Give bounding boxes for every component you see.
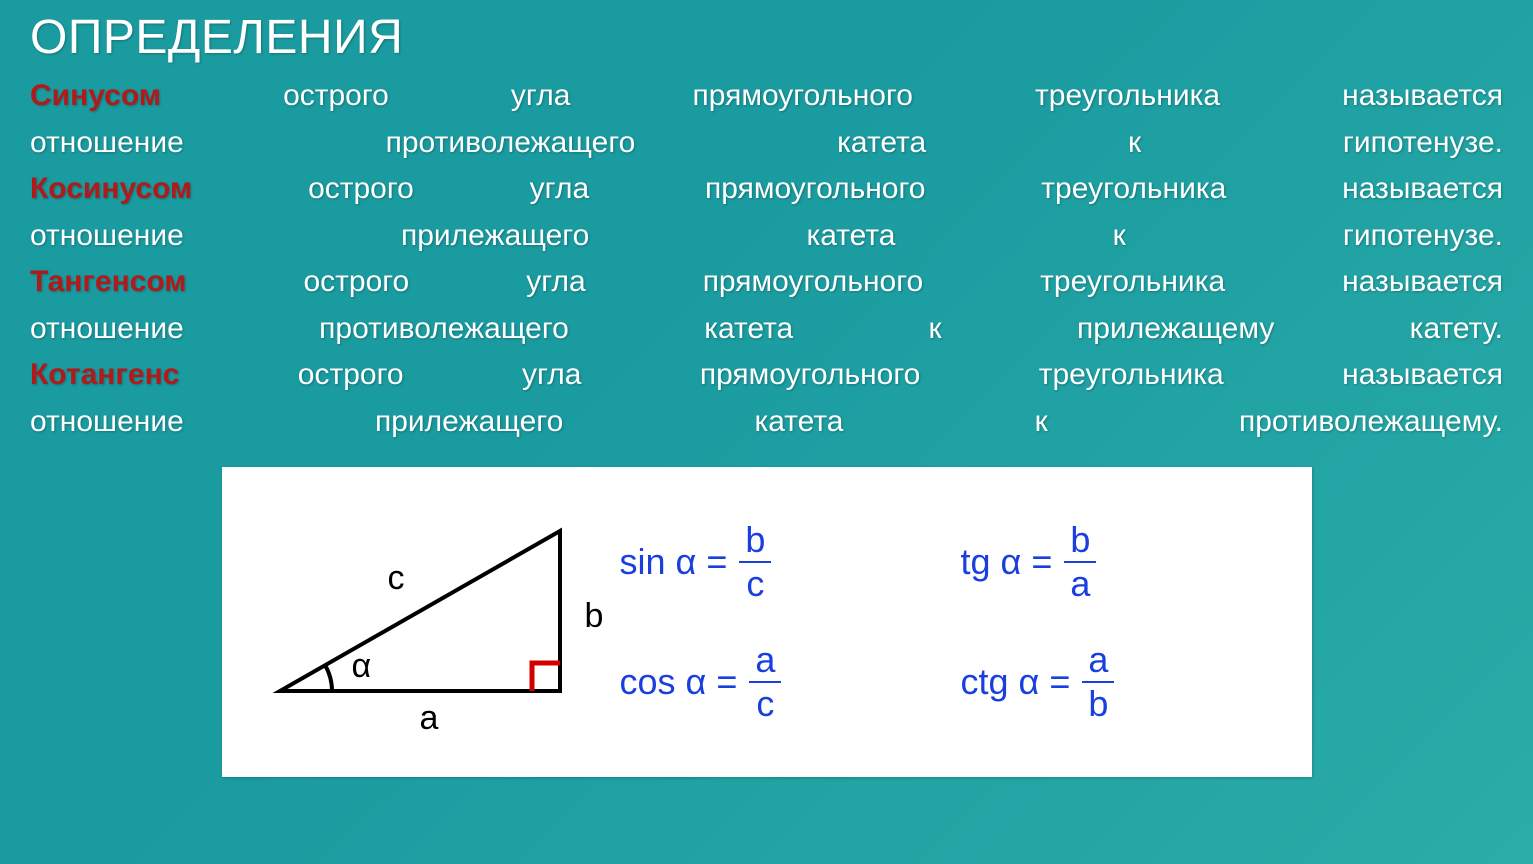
def-cos-line2: отношение прилежащего катета к гипотенуз… xyxy=(30,213,1503,260)
angle-arc xyxy=(325,665,332,691)
formula-sin-den: c xyxy=(740,566,770,602)
formula-cos-lhs: cos α = xyxy=(620,661,738,703)
formula-ctg-frac: a b xyxy=(1082,642,1114,722)
def-ctg-line2: отношение прилежащего катета к противоле… xyxy=(30,399,1503,446)
def-cos-text1: острого угла прямоугольного треугольника… xyxy=(192,172,1503,205)
def-cos-line1: Косинусом острого угла прямоугольного тр… xyxy=(30,166,1503,213)
formula-sin-frac: b c xyxy=(739,522,771,602)
formula-ctg-num: a xyxy=(1082,642,1114,678)
term-ctg: Котангенс xyxy=(30,358,179,391)
triangle-area: c b a α xyxy=(250,467,620,777)
formula-tg-lhs: tg α = xyxy=(961,541,1053,583)
figure-panel: c b a α sin α = b c tg α = b a xyxy=(222,467,1312,777)
def-ctg-line1: Котангенс острого угла прямоугольного тр… xyxy=(30,352,1503,399)
label-angle-alpha: α xyxy=(352,647,372,686)
figure-container: c b a α sin α = b c tg α = b a xyxy=(30,467,1503,777)
formula-ctg-den: b xyxy=(1082,686,1114,722)
term-sin: Синусом xyxy=(30,79,161,112)
def-sin-line1: Синусом острого угла прямоугольного треу… xyxy=(30,73,1503,120)
formula-tg-frac: b a xyxy=(1064,522,1096,602)
def-sin-line2: отношение противолежащего катета к гипот… xyxy=(30,120,1503,167)
def-sin-text1: острого угла прямоугольного треугольника… xyxy=(161,79,1503,112)
label-side-a: a xyxy=(420,699,439,738)
formula-cos-den: c xyxy=(750,686,780,722)
formula-sin-num: b xyxy=(739,522,771,558)
formula-ctg-lhs: ctg α = xyxy=(961,661,1071,703)
formula-cos: cos α = a c xyxy=(620,642,931,722)
def-tan-line2: отношение противолежащего катета к приле… xyxy=(30,306,1503,353)
definitions-block: Синусом острого угла прямоугольного треу… xyxy=(30,73,1503,445)
formula-tg-den: a xyxy=(1064,566,1096,602)
triangle-outline xyxy=(280,531,560,691)
label-side-b: b xyxy=(585,597,604,636)
term-cos: Косинусом xyxy=(30,172,192,205)
label-side-c: c xyxy=(388,559,405,598)
formula-ctg: ctg α = a b xyxy=(961,642,1272,722)
slide-title: ОПРЕДЕЛЕНИЯ xyxy=(30,10,1503,65)
triangle-svg xyxy=(260,511,600,721)
formula-tg: tg α = b a xyxy=(961,522,1272,602)
term-tan: Тангенсом xyxy=(30,265,187,298)
formula-sin: sin α = b c xyxy=(620,522,931,602)
def-ctg-text1: острого угла прямоугольного треугольника… xyxy=(179,358,1503,391)
def-tan-text1: острого угла прямоугольного треугольника… xyxy=(187,265,1504,298)
formula-grid: sin α = b c tg α = b a cos α = a xyxy=(620,522,1272,722)
formula-cos-frac: a c xyxy=(749,642,781,722)
formula-sin-lhs: sin α = xyxy=(620,541,728,583)
formula-tg-num: b xyxy=(1064,522,1096,558)
formula-cos-num: a xyxy=(749,642,781,678)
right-angle-marker xyxy=(532,663,560,691)
def-tan-line1: Тангенсом острого угла прямоугольного тр… xyxy=(30,259,1503,306)
